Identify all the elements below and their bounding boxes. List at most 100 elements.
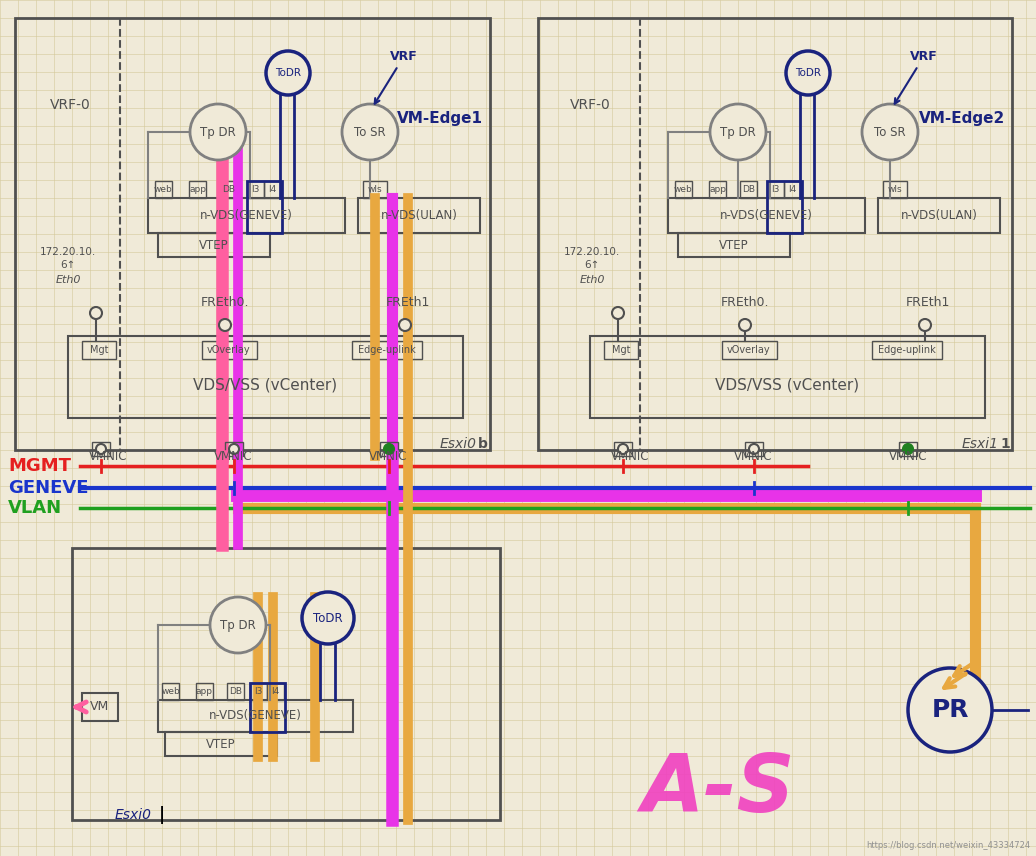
Bar: [68, 336, 463, 418]
Text: FREth0.: FREth0.: [721, 296, 770, 310]
Bar: [71, 548, 500, 820]
Text: VM-Edge1: VM-Edge1: [397, 110, 483, 126]
Text: vOverlay: vOverlay: [207, 345, 251, 355]
Bar: [162, 683, 179, 700]
Circle shape: [749, 444, 759, 454]
Bar: [745, 442, 762, 456]
Text: Tp DR: Tp DR: [720, 126, 756, 139]
Text: FREth1: FREth1: [385, 296, 430, 310]
Bar: [159, 700, 353, 732]
Bar: [82, 693, 118, 721]
Bar: [159, 233, 270, 257]
Text: GENEVE: GENEVE: [8, 479, 88, 497]
Bar: [264, 181, 281, 198]
Text: 6↑: 6↑: [584, 260, 600, 270]
Bar: [196, 683, 213, 700]
Bar: [358, 198, 480, 233]
Text: Tp DR: Tp DR: [200, 126, 236, 139]
Text: VMNIC: VMNIC: [369, 449, 407, 462]
Text: VRF: VRF: [375, 50, 418, 104]
Text: n-VDS(ULAN): n-VDS(ULAN): [900, 209, 977, 222]
Text: |: |: [159, 806, 165, 824]
Circle shape: [399, 319, 411, 331]
Bar: [247, 181, 264, 198]
Circle shape: [786, 51, 830, 95]
Text: VRF-0: VRF-0: [50, 98, 90, 112]
Text: VMNIC: VMNIC: [889, 449, 927, 462]
Bar: [767, 181, 784, 198]
Circle shape: [384, 444, 394, 454]
Text: VM: VM: [90, 700, 110, 714]
Text: vOverlay: vOverlay: [727, 345, 771, 355]
Text: app: app: [196, 687, 213, 696]
Bar: [872, 341, 942, 359]
Text: Esxi1: Esxi1: [961, 437, 999, 451]
Text: VM-Edge2: VM-Edge2: [919, 110, 1005, 126]
Text: DB: DB: [229, 687, 242, 696]
Text: FREth1: FREth1: [905, 296, 950, 310]
Bar: [247, 181, 282, 233]
Text: VRF-0: VRF-0: [570, 98, 610, 112]
Text: app: app: [189, 185, 206, 194]
Text: web: web: [162, 687, 180, 696]
Text: 1: 1: [1000, 437, 1010, 451]
Text: n-VDS(ULAN): n-VDS(ULAN): [380, 209, 458, 222]
Bar: [722, 341, 777, 359]
Text: Edge-uplink: Edge-uplink: [358, 345, 415, 355]
Text: PR: PR: [931, 698, 969, 722]
Text: Mgt: Mgt: [90, 345, 108, 355]
Circle shape: [90, 307, 102, 319]
Text: DB: DB: [742, 185, 755, 194]
Circle shape: [618, 444, 628, 454]
Text: ToDR: ToDR: [795, 68, 821, 78]
Text: VTEP: VTEP: [719, 239, 749, 252]
Text: MGMT: MGMT: [8, 457, 71, 475]
Bar: [225, 442, 243, 456]
Bar: [267, 683, 284, 700]
Bar: [352, 341, 422, 359]
Text: web: web: [674, 185, 693, 194]
Text: VMNIC: VMNIC: [733, 449, 772, 462]
Text: VLAN: VLAN: [8, 499, 62, 517]
Bar: [538, 18, 1012, 450]
Bar: [202, 341, 257, 359]
Circle shape: [96, 444, 106, 454]
Circle shape: [710, 104, 766, 160]
Bar: [15, 18, 490, 450]
Text: VTEP: VTEP: [199, 239, 229, 252]
Text: DB: DB: [222, 185, 235, 194]
Text: wls: wls: [368, 185, 382, 194]
Bar: [92, 442, 110, 456]
Text: https://blog.csdn.net/weixin_43334724: https://blog.csdn.net/weixin_43334724: [866, 841, 1030, 850]
Circle shape: [210, 597, 266, 653]
Text: ToDR: ToDR: [275, 68, 301, 78]
Text: l4: l4: [271, 687, 280, 696]
Text: l3: l3: [772, 185, 780, 194]
Bar: [155, 181, 172, 198]
Text: VMNIC: VMNIC: [611, 449, 650, 462]
Bar: [877, 198, 1000, 233]
Bar: [82, 341, 116, 359]
Bar: [220, 181, 237, 198]
Text: n-VDS(GENEVE): n-VDS(GENEVE): [720, 209, 812, 222]
Text: VDS/VSS (vCenter): VDS/VSS (vCenter): [193, 377, 337, 393]
Bar: [767, 181, 802, 233]
Text: web: web: [154, 185, 173, 194]
Circle shape: [219, 319, 231, 331]
Bar: [784, 181, 801, 198]
Text: l4: l4: [268, 185, 277, 194]
Text: n-VDS(GENEVE): n-VDS(GENEVE): [200, 209, 292, 222]
Text: FREth0.: FREth0.: [201, 296, 250, 310]
Circle shape: [190, 104, 246, 160]
Text: 6↑: 6↑: [60, 260, 76, 270]
Bar: [250, 683, 285, 732]
Text: b: b: [478, 437, 488, 451]
Text: 172.20.10.: 172.20.10.: [564, 247, 621, 257]
Text: To SR: To SR: [354, 126, 385, 139]
Bar: [165, 732, 277, 756]
Bar: [363, 181, 387, 198]
Circle shape: [908, 668, 992, 752]
Bar: [899, 442, 917, 456]
Bar: [675, 181, 692, 198]
Bar: [883, 181, 906, 198]
